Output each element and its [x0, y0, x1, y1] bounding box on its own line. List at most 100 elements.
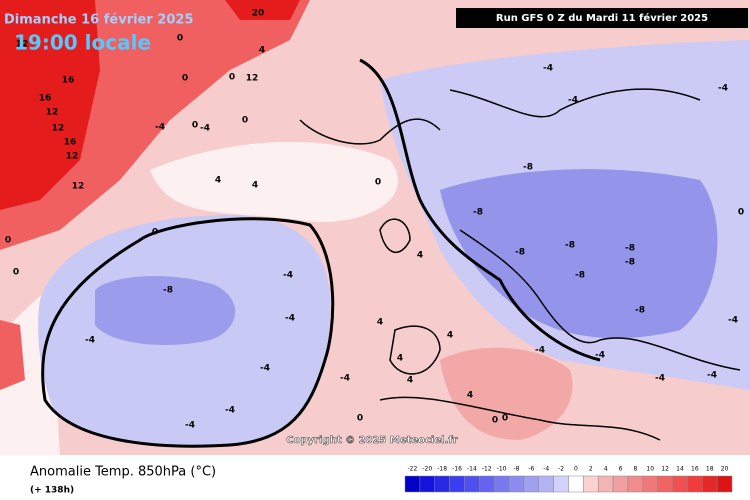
colorbar-label: -10 [497, 466, 507, 473]
contour-label: 4 [397, 354, 403, 364]
contour-label: -4 [707, 371, 717, 381]
warm-anomaly [440, 347, 573, 440]
contour-label: -4 [655, 374, 665, 384]
contour-label: 4 [417, 251, 423, 261]
contour-label: -8 [473, 208, 483, 218]
time-label: 19:00 locale [14, 31, 151, 55]
colorbar-label: -20 [422, 466, 432, 473]
contour-label: -8 [625, 244, 635, 254]
colorbar-swatch [597, 475, 614, 493]
contour-label: 12 [246, 74, 259, 84]
neutral-zone [150, 141, 398, 222]
colorbar-swatch [627, 475, 644, 493]
colorbar-swatch [612, 475, 629, 493]
colorbar-swatch [464, 475, 480, 493]
colorbar-swatch [716, 475, 733, 493]
coastline [449, 88, 701, 118]
contour-label: -8 [163, 286, 173, 296]
contour-label: 20 [252, 9, 265, 19]
contour-label: -4 [543, 64, 553, 74]
contour-label: 0 [5, 236, 11, 246]
cold-core [95, 275, 236, 345]
colorbar-swatch [508, 475, 525, 493]
footer-lead: (+ 138h) [30, 486, 74, 496]
colorbar-label: -2 [558, 466, 564, 473]
contour-label: 16 [62, 76, 75, 86]
colorbar-swatch [419, 475, 435, 493]
contour-label: -4 [568, 96, 578, 106]
colorbar-swatch [672, 475, 688, 493]
contour-label: 4 [215, 176, 221, 186]
run-label: Run GFS 0 Z du Mardi 11 février 2025 [496, 12, 708, 24]
contour-label: -8 [565, 241, 575, 251]
colorbar-label: -18 [437, 466, 447, 473]
colorbar-label: -12 [482, 466, 492, 473]
colorbar-label: 0 [574, 466, 578, 473]
warm-anomaly [0, 320, 25, 390]
contour-label: 0 [13, 268, 19, 278]
date-label: Dimanche 16 février 2025 [4, 13, 194, 28]
colorbar-label: 6 [619, 466, 623, 473]
coastline [389, 325, 441, 375]
colorbar-swatch [702, 475, 718, 493]
contour-label: 12 [46, 108, 59, 118]
colorbar-label: -6 [528, 466, 534, 473]
coastline [379, 218, 411, 253]
contour-line [359, 58, 601, 362]
colorbar-swatch [657, 475, 673, 493]
colorbar-label: 20 [721, 466, 729, 473]
contour-label: 0 [502, 414, 508, 424]
contour-label: -4 [595, 351, 605, 361]
contour-label: -4 [718, 84, 728, 94]
colorbar-label: 2 [589, 466, 593, 473]
run-box [456, 8, 748, 28]
contour-label: 0 [182, 74, 188, 84]
contour-label: 16 [64, 138, 77, 148]
contour-label: -8 [575, 271, 585, 281]
contour-line [41, 217, 335, 448]
contour-label: 12 [16, 40, 29, 50]
contour-label: -4 [185, 421, 195, 431]
colorbar-swatch [538, 475, 554, 493]
contour-label: 12 [72, 182, 85, 192]
colorbar-swatch [523, 475, 540, 493]
colorbar-label: 18 [706, 466, 714, 473]
contour-label: 4 [407, 376, 413, 386]
coastline [299, 118, 441, 145]
contour-label: 4 [447, 331, 453, 341]
contour-label: -4 [260, 364, 270, 374]
contour-label: 0 [357, 414, 363, 424]
contour-label: 12 [52, 124, 65, 134]
contour-label: -4 [200, 124, 210, 134]
contour-label: 0 [738, 208, 744, 218]
contour-label: 4 [259, 46, 265, 56]
colorbar-swatch [553, 475, 569, 493]
colorbar-label: 10 [646, 466, 654, 473]
colorbar-swatch [568, 475, 584, 493]
contour-label: -8 [515, 248, 525, 258]
colorbar-label: -14 [467, 466, 477, 473]
colorbar-swatch [493, 475, 510, 493]
zero-contours [41, 58, 601, 448]
colorbar-label: -16 [452, 466, 462, 473]
contour-label: 4 [252, 181, 258, 191]
colorbar-swatch [583, 475, 599, 493]
contour-label: -4 [340, 374, 350, 384]
contour-label: -4 [285, 314, 295, 324]
copyright: Copyright © 2025 Meteociel.fr [286, 435, 457, 446]
colorbar-label: -8 [513, 466, 519, 473]
colorbar-label: 8 [633, 466, 637, 473]
colorbar-label: 12 [661, 466, 669, 473]
colorbar: -22 -20 -18 -16 -14 -12 -10 -8 -6 -4 -2 0 2 4 6 8 10 12 14… [404, 466, 733, 493]
colorbar-label: 14 [676, 466, 684, 473]
footer-title: Anomalie Temp. 850hPa (°C) [30, 465, 216, 480]
contour-label: -4 [535, 346, 545, 356]
contour-label: -8 [635, 306, 645, 316]
colorbar-label: -22 [408, 466, 418, 473]
coastline [459, 229, 741, 371]
contour-label: 16 [39, 94, 52, 104]
colorbar-label: 16 [691, 466, 699, 473]
